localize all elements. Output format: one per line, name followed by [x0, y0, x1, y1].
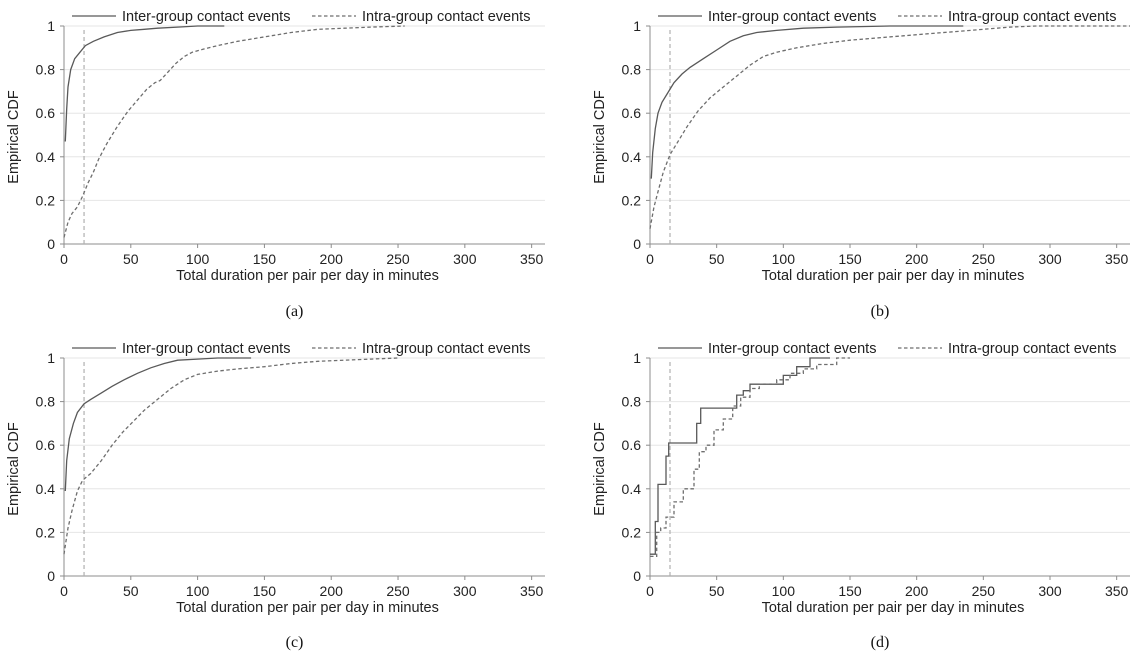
legend-label-0: Inter-group contact events: [708, 341, 876, 357]
x-tick-label-0: 0: [60, 583, 68, 599]
x-tick-label-7: 350: [1105, 251, 1129, 267]
y-tick-label-0: 0: [47, 236, 55, 252]
y-tick-label-4: 0.8: [36, 62, 56, 78]
y-tick-label-3: 0.6: [622, 105, 642, 121]
y-tick-label-1: 0.2: [36, 524, 56, 540]
legend-label-1: Intra-group contact events: [948, 341, 1116, 357]
series-line-intra-group: [63, 25, 405, 238]
legend-label-0: Inter-group contact events: [122, 9, 290, 25]
subplot-a: 0 50 100 150 200 250 300 350 0 0.2 0.4 0.6 0.8 1 Total…: [6, 9, 545, 320]
y-tick-label-0: 0: [47, 568, 55, 584]
y-tick-label-0: 0: [633, 236, 641, 252]
subplot-caption: (c): [286, 634, 304, 651]
y-axis-title: Empirical CDF: [592, 422, 608, 516]
y-axis-title: Empirical CDF: [6, 90, 22, 184]
x-tick-label-4: 200: [320, 251, 344, 267]
subplot-caption: (d): [871, 634, 890, 651]
x-tick-label-3: 150: [838, 251, 862, 267]
x-tick-label-5: 250: [386, 251, 410, 267]
y-tick-label-2: 0.4: [36, 149, 56, 165]
x-tick-label-6: 300: [1038, 583, 1062, 599]
y-tick-label-5: 1: [47, 18, 55, 34]
subplot-d: 0 50 100 150 200 250 300 350 0 0.2 0.4 0.6 0.8 1 Total…: [592, 341, 1130, 651]
legend-label-0: Inter-group contact events: [708, 9, 876, 25]
y-tick-label-4: 0.8: [622, 394, 642, 410]
y-tick-label-0: 0: [633, 568, 641, 584]
y-tick-label-3: 0.6: [36, 437, 56, 453]
y-tick-label-1: 0.2: [36, 192, 56, 208]
x-axis-title: Total duration per pair per day in minut…: [176, 268, 439, 284]
y-tick-label-2: 0.4: [622, 481, 642, 497]
x-tick-label-0: 0: [60, 251, 68, 267]
x-axis-title: Total duration per pair per day in minut…: [762, 600, 1025, 616]
x-tick-label-6: 300: [1038, 251, 1062, 267]
legend-label-0: Inter-group contact events: [122, 341, 290, 357]
y-tick-label-4: 0.8: [622, 62, 642, 78]
y-tick-label-2: 0.4: [36, 481, 56, 497]
x-tick-label-1: 50: [709, 251, 725, 267]
x-tick-label-5: 250: [972, 251, 996, 267]
series-line-intra-group: [650, 357, 850, 558]
y-tick-label-1: 0.2: [622, 192, 642, 208]
series-line-intra-group: [649, 25, 1130, 229]
series-line-inter-group: [64, 25, 225, 142]
x-tick-label-2: 100: [186, 251, 210, 267]
x-axis-title: Total duration per pair per day in minut…: [762, 268, 1025, 284]
x-tick-label-2: 100: [772, 251, 796, 267]
x-tick-label-0: 0: [646, 583, 654, 599]
subplot-c: 0 50 100 150 200 250 300 350 0 0.2 0.4 0.6 0.8 1 Total…: [6, 341, 545, 651]
x-tick-label-2: 100: [186, 583, 210, 599]
x-tick-label-6: 300: [453, 251, 477, 267]
series-line-inter-group: [650, 357, 830, 555]
y-axis-title: Empirical CDF: [6, 422, 22, 516]
subplot-b: 0 50 100 150 200 250 300 350 0 0.2 0.4 0.6 0.8 1 Total…: [592, 9, 1130, 320]
x-tick-label-2: 100: [772, 583, 796, 599]
x-tick-label-7: 350: [520, 583, 544, 599]
x-tick-label-3: 150: [838, 583, 862, 599]
y-tick-label-5: 1: [47, 350, 55, 366]
x-tick-label-4: 200: [905, 251, 929, 267]
subplot-caption: (a): [286, 303, 304, 320]
x-tick-label-1: 50: [709, 583, 725, 599]
legend-label-1: Intra-group contact events: [948, 9, 1116, 25]
x-axis-title: Total duration per pair per day in minut…: [176, 600, 439, 616]
x-tick-label-4: 200: [905, 583, 929, 599]
legend-label-1: Intra-group contact events: [362, 341, 530, 357]
subplot-caption: (b): [871, 303, 890, 320]
y-tick-label-1: 0.2: [622, 524, 642, 540]
x-tick-label-7: 350: [520, 251, 544, 267]
y-tick-label-5: 1: [633, 350, 641, 366]
x-tick-label-1: 50: [123, 251, 139, 267]
y-tick-label-3: 0.6: [622, 437, 642, 453]
x-tick-label-0: 0: [646, 251, 654, 267]
x-tick-label-1: 50: [123, 583, 139, 599]
x-tick-label-4: 200: [320, 583, 344, 599]
y-tick-label-2: 0.4: [622, 149, 642, 165]
series-line-inter-group: [64, 357, 252, 492]
y-tick-label-4: 0.8: [36, 394, 56, 410]
x-tick-label-3: 150: [253, 251, 277, 267]
x-tick-label-5: 250: [972, 583, 996, 599]
series-line-inter-group: [650, 25, 964, 179]
x-tick-label-6: 300: [453, 583, 477, 599]
series-line-intra-group: [63, 357, 399, 555]
y-axis-title: Empirical CDF: [592, 90, 608, 184]
y-tick-label-5: 1: [633, 18, 641, 34]
x-tick-label-7: 350: [1105, 583, 1129, 599]
legend-label-1: Intra-group contact events: [362, 9, 530, 25]
y-tick-label-3: 0.6: [36, 105, 56, 121]
x-tick-label-3: 150: [253, 583, 277, 599]
x-tick-label-5: 250: [386, 583, 410, 599]
